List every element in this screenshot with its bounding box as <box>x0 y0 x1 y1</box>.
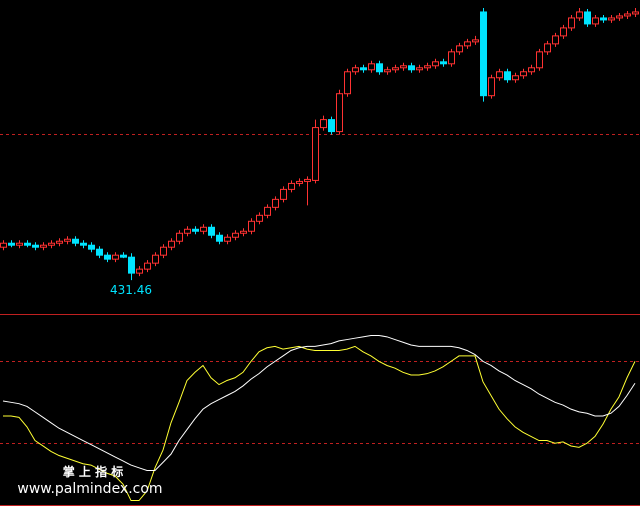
candle-body <box>176 232 183 242</box>
candle-body <box>120 254 127 258</box>
candle-body <box>280 188 287 200</box>
candle-body <box>448 51 455 65</box>
candle-body <box>56 240 63 244</box>
candle-body <box>336 93 343 133</box>
candle-body <box>296 180 303 184</box>
candle-body <box>632 11 639 15</box>
candle-body <box>304 178 311 182</box>
candle-body <box>600 17 607 21</box>
candle-body <box>48 242 55 246</box>
candle-body <box>168 240 175 248</box>
low-label: 431.46 <box>110 283 152 297</box>
candle-body <box>224 236 231 242</box>
candle-body <box>608 17 615 21</box>
candle-body <box>456 45 463 53</box>
candle-body <box>592 17 599 25</box>
candle-body <box>320 119 327 129</box>
candle-body <box>240 230 247 234</box>
candle-body <box>576 11 583 19</box>
candle-body <box>232 232 239 238</box>
candle-body <box>104 254 111 260</box>
candle-body <box>496 71 503 79</box>
candle-body <box>88 244 95 250</box>
candle-body <box>480 11 487 97</box>
candle-body <box>360 67 367 71</box>
candle-body <box>40 244 47 248</box>
candle-body <box>16 242 23 246</box>
candle-body <box>248 220 255 232</box>
candle-body <box>144 262 151 270</box>
candle-body <box>200 226 207 232</box>
candle-body <box>416 67 423 71</box>
candle-body <box>288 182 295 190</box>
candle-body <box>32 244 39 248</box>
candle-body <box>528 67 535 73</box>
candle-body <box>136 268 143 274</box>
candle-body <box>216 234 223 242</box>
candle-body <box>64 238 71 242</box>
candle-body <box>584 11 591 25</box>
candle-body <box>536 51 543 69</box>
candle-body <box>96 248 103 256</box>
candle-body <box>472 39 479 43</box>
candle-body <box>272 198 279 208</box>
watermark-title: 掌 上 指 标 <box>63 464 124 479</box>
candle-body <box>568 17 575 29</box>
candle-body <box>424 65 431 69</box>
candle-body <box>192 228 199 232</box>
candle-body <box>24 242 31 246</box>
candle-body <box>544 43 551 53</box>
candle-body <box>432 61 439 67</box>
candle-body <box>256 214 263 222</box>
candle-body <box>0 242 7 248</box>
candle-body <box>512 75 519 81</box>
watermark-url: www.palmindex.com <box>17 481 162 497</box>
indicator-line <box>2 334 636 472</box>
candle-body <box>112 254 119 260</box>
candle-body <box>392 67 399 71</box>
candle-body <box>400 65 407 69</box>
candle-body <box>352 67 359 73</box>
candle-body <box>128 256 135 274</box>
indicator-line <box>3 345 636 502</box>
candle-body <box>440 61 447 65</box>
candle-body <box>560 27 567 37</box>
candle-body <box>552 35 559 45</box>
candle-body <box>384 69 391 73</box>
candle-body <box>520 71 527 77</box>
candle-body <box>328 119 335 133</box>
candle-body <box>80 242 87 246</box>
candle-body <box>504 71 511 81</box>
candle-body <box>464 41 471 47</box>
candle-body <box>160 246 167 256</box>
candle-body <box>152 254 159 264</box>
candle-body <box>488 77 495 97</box>
candle-body <box>264 206 271 216</box>
candle-body <box>72 238 79 244</box>
candle-body <box>184 228 191 234</box>
candle-body <box>8 242 15 246</box>
candle-body <box>376 63 383 73</box>
candle-body <box>208 226 215 236</box>
candle-body <box>344 71 351 95</box>
candle-body <box>368 63 375 71</box>
candle-body <box>624 13 631 17</box>
candle-body <box>408 65 415 71</box>
candle-body <box>616 15 623 19</box>
candle-body <box>312 127 319 181</box>
